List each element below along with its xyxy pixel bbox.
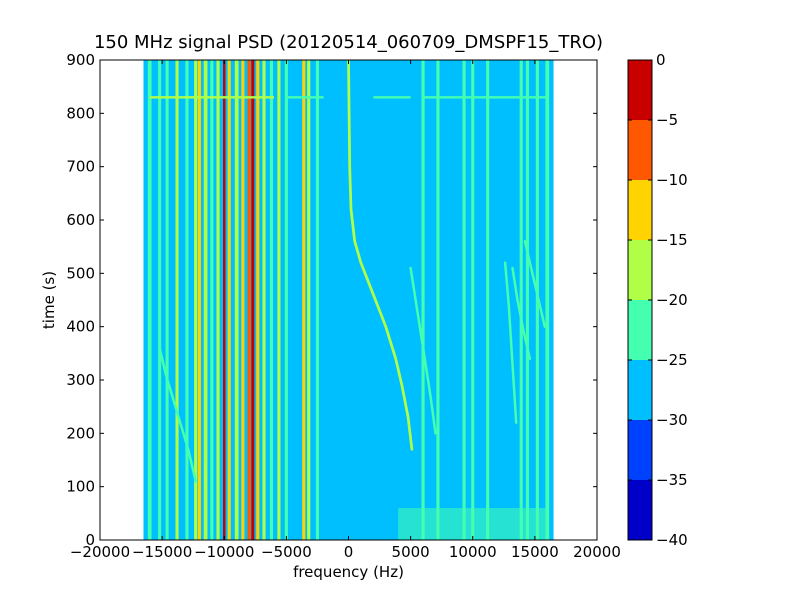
colorbar-tick-label: −15 (656, 231, 688, 249)
x-axis-ticks: −20000 −15000 −10000 −5000 0 5000 10000 15000 20… (70, 60, 621, 561)
heatmap-vertical-line (223, 60, 226, 540)
heatmap-vertical-line (197, 60, 201, 540)
heatmap-vertical-line (227, 60, 231, 540)
heatmap-curve (523, 240, 547, 328)
y-tick-label: 400 (66, 318, 95, 336)
colorbar-segment (628, 60, 652, 120)
colorbar (628, 60, 652, 540)
colorbar-tick-label: −5 (656, 111, 678, 129)
colorbar-segment (628, 480, 652, 540)
heatmap-vertical-line (147, 60, 152, 540)
heatmap-curve (511, 266, 532, 360)
heatmap-vertical-line (216, 60, 220, 540)
heatmap-vertical-line (277, 60, 281, 540)
y-tick-label: 200 (66, 424, 95, 442)
x-tick-label: 0 (344, 543, 354, 561)
y-axis-label: time (s) (40, 271, 58, 329)
colorbar-tick-label: 0 (656, 51, 666, 69)
heatmap-curve (409, 266, 437, 435)
x-tick-label: 20000 (573, 543, 621, 561)
colorbar-ticks: 0 −5 −10 −15 −20 −25 −30 −35 −40 (628, 51, 688, 549)
x-tick-label: −20000 (70, 543, 130, 561)
colorbar-tick-label: −40 (656, 531, 688, 549)
y-tick-label: 0 (85, 531, 95, 549)
y-axis-ticks: 0 100 200 300 400 500 600 700 800 900 (66, 51, 597, 549)
heatmap-vertical-line (436, 60, 440, 540)
heatmap-horizontal-line (423, 96, 548, 99)
y-tick-label: 500 (66, 264, 95, 282)
heatmap-vertical-line (185, 60, 189, 540)
y-tick-label: 800 (66, 104, 95, 122)
colorbar-segment (628, 360, 652, 420)
heatmap-horizontal-line (149, 96, 274, 99)
heatmap-vertical-line (256, 60, 260, 540)
y-tick-label: 100 (66, 478, 95, 496)
heatmap-vertical-line (194, 60, 198, 540)
heatmap-vertical-line (241, 60, 245, 540)
y-tick-label: 300 (66, 371, 95, 389)
heatmap-vertical-line (175, 60, 179, 540)
heatmap-vertical-line (247, 60, 251, 540)
heatmap-vertical-line (462, 60, 466, 540)
x-tick-label: 10000 (449, 543, 497, 561)
heatmap-vertical-line (315, 60, 319, 540)
heatmap-vertical-line (471, 60, 475, 540)
colorbar-tick-label: −35 (656, 471, 688, 489)
heatmap-curve (503, 261, 518, 424)
y-tick-label: 700 (66, 158, 95, 176)
colorbar-segment (628, 120, 652, 180)
colorbar-tick-label: −10 (656, 171, 688, 189)
heatmap-vertical-line (545, 60, 550, 540)
colorbar-segment (628, 300, 652, 360)
heatmap-vertical-line (251, 60, 255, 540)
heatmap-vertical-line (525, 60, 529, 540)
heatmap-curve (347, 60, 414, 451)
heatmap-vertical-line (210, 60, 214, 540)
heatmap-vertical-line (421, 60, 425, 540)
heatmap-layer (143, 60, 554, 540)
x-tick-label: −15000 (132, 543, 192, 561)
heatmap-vertical-line (234, 60, 239, 540)
heatmap-vertical-line (262, 60, 266, 540)
colorbar-tick-label: −25 (656, 351, 688, 369)
colorbar-tick-label: −30 (656, 411, 688, 429)
heatmap-vertical-line (203, 60, 208, 540)
heatmap-horizontal-line (373, 96, 411, 99)
heatmap-vertical-line (165, 60, 169, 540)
colorbar-segment (628, 420, 652, 480)
chart-title: 150 MHz signal PSD (20120514_060709_DMSP… (94, 32, 603, 53)
plot-area (100, 60, 597, 540)
heatmap-vertical-line (269, 60, 274, 540)
heatmap-horizontal-line (286, 96, 324, 99)
heatmap-vertical-line (307, 60, 311, 540)
y-tick-label: 600 (66, 211, 95, 229)
heatmap-vertical-line (486, 60, 490, 540)
colorbar-segment (628, 180, 652, 240)
y-tick-label: 900 (66, 51, 95, 69)
x-tick-label: −5000 (261, 543, 312, 561)
x-tick-label: 15000 (511, 543, 559, 561)
heatmap-vertical-line (284, 60, 288, 540)
x-tick-label: 5000 (392, 543, 430, 561)
colorbar-segment (628, 240, 652, 300)
heatmap-vertical-line (302, 60, 306, 540)
x-axis-label: frequency (Hz) (293, 563, 404, 581)
colorbar-tick-label: −20 (656, 291, 688, 309)
heatmap-curve (158, 346, 197, 483)
x-tick-label: −10000 (194, 543, 254, 561)
heatmap-vertical-line (158, 60, 162, 540)
heatmap-vertical-line (519, 60, 523, 540)
